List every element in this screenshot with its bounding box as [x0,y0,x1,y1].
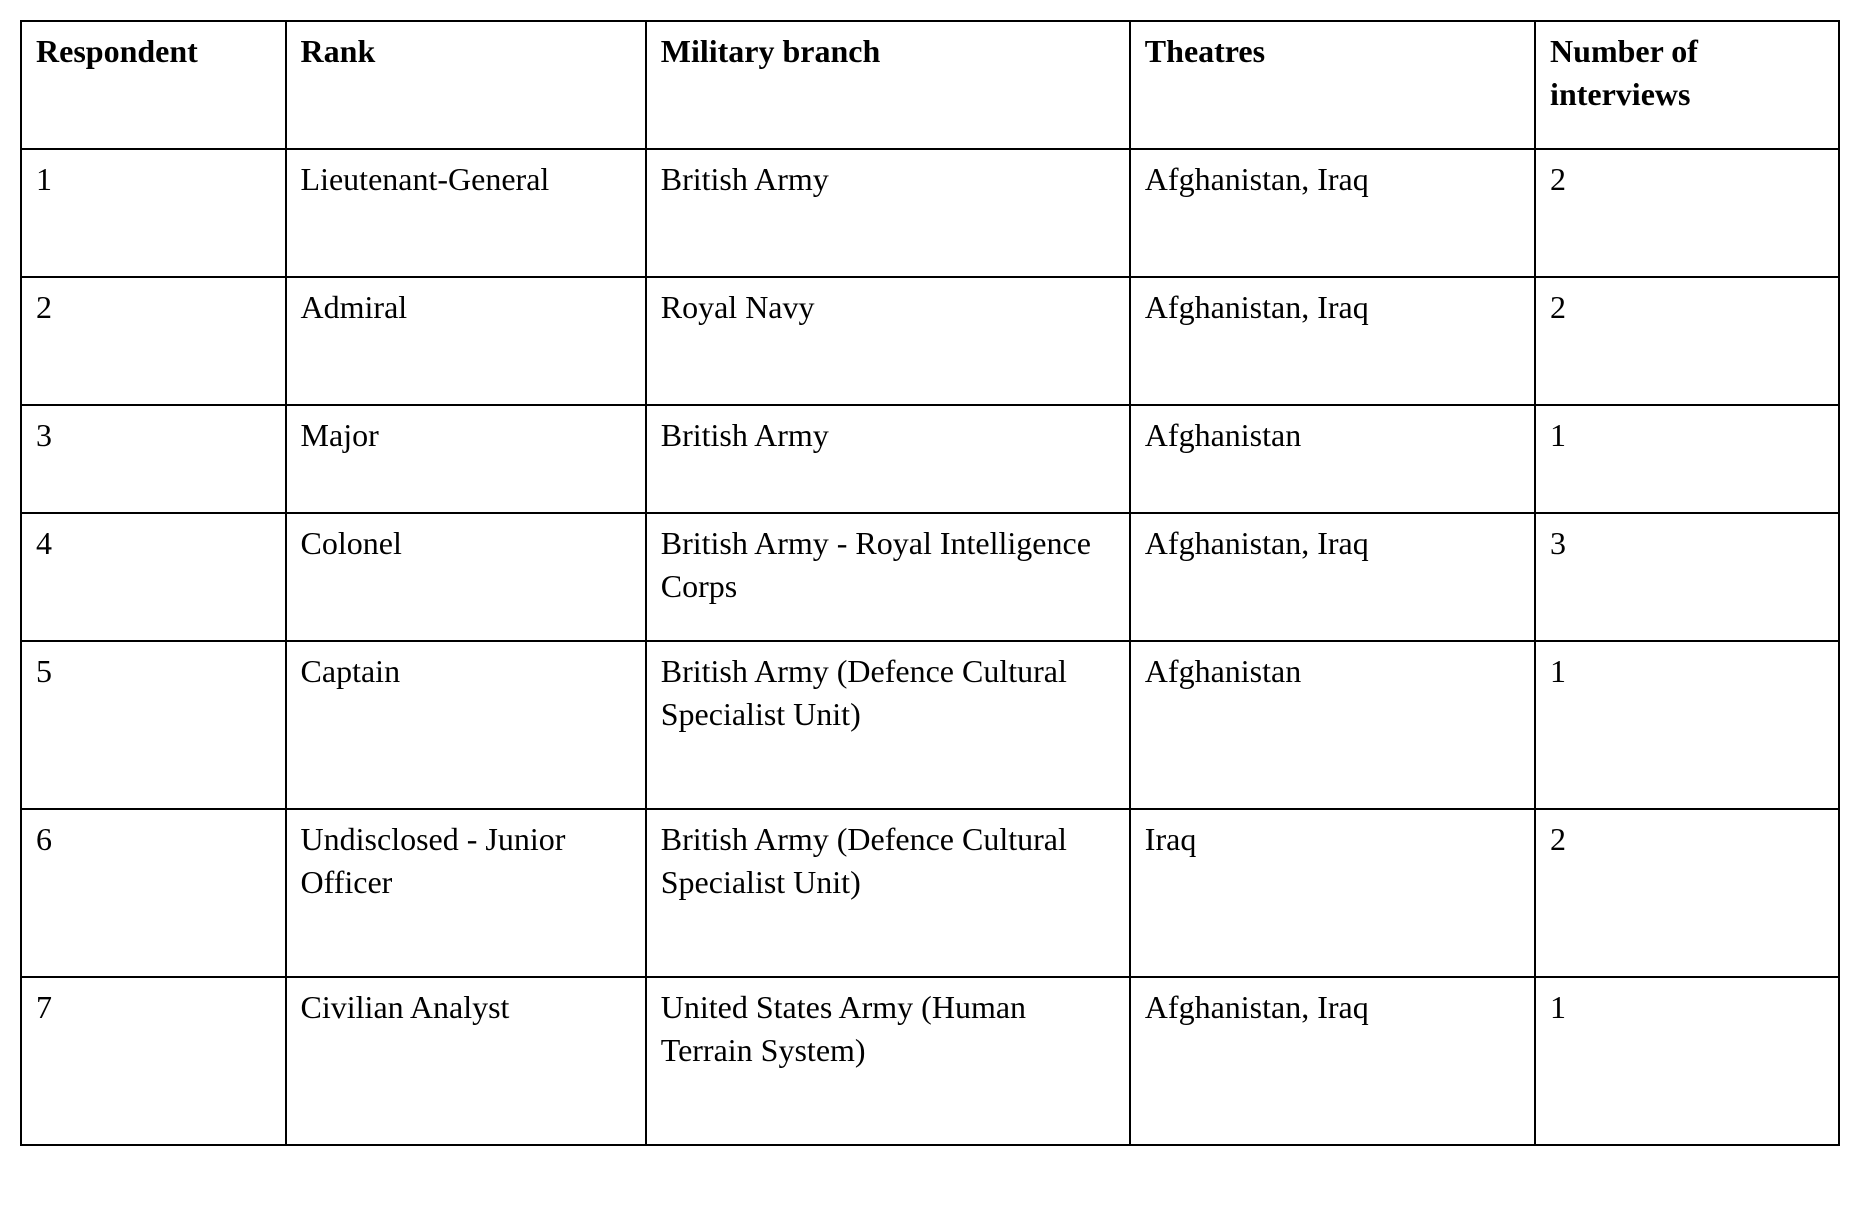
cell-branch: British Army - Royal Intelligence Corps [646,513,1130,641]
col-header-theatres: Theatres [1130,21,1535,149]
respondent-table: Respondent Rank Military branch Theatres… [20,20,1840,1146]
cell-rank: Lieutenant-General [286,149,646,277]
table-row: 1 Lieutenant-General British Army Afghan… [21,149,1839,277]
cell-rank: Admiral [286,277,646,405]
cell-respondent: 7 [21,977,286,1145]
table-header-row: Respondent Rank Military branch Theatres… [21,21,1839,149]
cell-branch: British Army (Defence Cultural Specialis… [646,809,1130,977]
table-row: 7 Civilian Analyst United States Army (H… [21,977,1839,1145]
cell-respondent: 5 [21,641,286,809]
cell-branch: United States Army (Human Terrain System… [646,977,1130,1145]
cell-interviews: 2 [1535,277,1839,405]
cell-respondent: 3 [21,405,286,513]
cell-interviews: 1 [1535,641,1839,809]
cell-interviews: 1 [1535,977,1839,1145]
cell-branch: British Army [646,405,1130,513]
col-header-interviews: Number of interviews [1535,21,1839,149]
cell-theatres: Iraq [1130,809,1535,977]
cell-theatres: Afghanistan, Iraq [1130,513,1535,641]
cell-respondent: 1 [21,149,286,277]
cell-rank: Civilian Analyst [286,977,646,1145]
cell-interviews: 2 [1535,809,1839,977]
table-row: 2 Admiral Royal Navy Afghanistan, Iraq 2 [21,277,1839,405]
table-row: 3 Major British Army Afghanistan 1 [21,405,1839,513]
cell-rank: Undisclosed - Junior Officer [286,809,646,977]
cell-theatres: Afghanistan, Iraq [1130,977,1535,1145]
cell-branch: Royal Navy [646,277,1130,405]
cell-rank: Colonel [286,513,646,641]
col-header-respondent: Respondent [21,21,286,149]
cell-interviews: 2 [1535,149,1839,277]
cell-theatres: Afghanistan, Iraq [1130,149,1535,277]
cell-interviews: 3 [1535,513,1839,641]
cell-rank: Major [286,405,646,513]
cell-theatres: Afghanistan [1130,405,1535,513]
cell-rank: Captain [286,641,646,809]
table-row: 5 Captain British Army (Defence Cultural… [21,641,1839,809]
cell-respondent: 6 [21,809,286,977]
cell-branch: British Army [646,149,1130,277]
cell-respondent: 4 [21,513,286,641]
table-row: 4 Colonel British Army - Royal Intellige… [21,513,1839,641]
cell-interviews: 1 [1535,405,1839,513]
cell-theatres: Afghanistan, Iraq [1130,277,1535,405]
col-header-rank: Rank [286,21,646,149]
table-row: 6 Undisclosed - Junior Officer British A… [21,809,1839,977]
cell-theatres: Afghanistan [1130,641,1535,809]
cell-branch: British Army (Defence Cultural Specialis… [646,641,1130,809]
col-header-branch: Military branch [646,21,1130,149]
cell-respondent: 2 [21,277,286,405]
